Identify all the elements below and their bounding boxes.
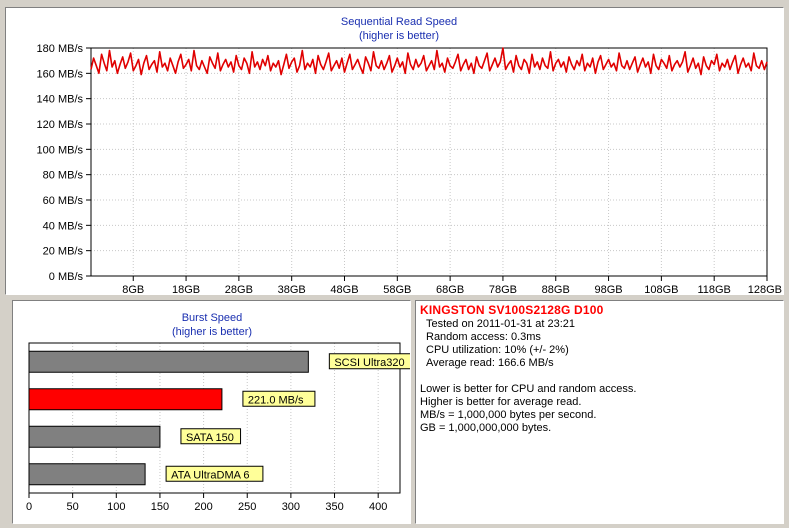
test-results: Tested on 2011-01-31 at 23:21 Random acc… (426, 318, 575, 370)
sequential-read-chart: Sequential Read Speed (higher is better)… (37, 16, 782, 294)
burst-x-tick-label: 0 (26, 501, 32, 513)
burst-bar-label: ATA UltraDMA 6 (171, 469, 249, 481)
seq-y-tick-label: 160 MB/s (37, 68, 84, 80)
note-gb: GB = 1,000,000,000 bytes. (420, 422, 552, 434)
burst-x-tick-label: 350 (325, 501, 343, 513)
burst-chart-subtitle: (higher is better) (172, 326, 252, 338)
note-mbs: MB/s = 1,000,000 bytes per second. (420, 409, 597, 421)
seq-y-tick-label: 180 MB/s (37, 43, 84, 55)
seq-x-tick-label: 48GB (330, 284, 358, 294)
burst-bar-label: 221.0 MB/s (248, 394, 304, 406)
burst-speed-panel: Burst Speed (higher is better) SCSI Ultr… (12, 300, 411, 524)
burst-bar-label-box (180, 428, 242, 445)
burst-bar (28, 425, 161, 448)
seq-y-tick-label: 0 MB/s (49, 271, 84, 283)
seq-x-tick-label: 28GB (225, 284, 253, 294)
seq-x-tick-label: 18GB (172, 284, 200, 294)
burst-bar-label: SCSI Ultra320 (334, 357, 404, 369)
seq-x-tick-label: 88GB (542, 284, 570, 294)
seq-chart-subtitle: (higher is better) (359, 30, 439, 42)
burst-x-tick-label: 200 (194, 501, 212, 513)
note-average: Higher is better for average read. (420, 396, 582, 408)
average-read-text: Average read: 166.6 MB/s (426, 357, 554, 369)
seq-x-tick-label: 98GB (594, 284, 622, 294)
burst-bar-label-box (242, 390, 316, 407)
device-info-panel: KINGSTON SV100S2128G D100 Tested on 2011… (415, 300, 784, 524)
seq-y-tick-label: 100 MB/s (37, 144, 84, 156)
seq-x-tick-label: 8GB (122, 284, 144, 294)
burst-bar-label: SATA 150 (186, 432, 234, 444)
note-cpu: Lower is better for CPU and random acces… (420, 383, 637, 395)
legend-notes: Lower is better for CPU and random acces… (420, 383, 636, 435)
burst-x-tick-label: 400 (369, 501, 387, 513)
seq-y-tick-label: 60 MB/s (43, 195, 84, 207)
burst-bar-label-box (328, 353, 410, 370)
burst-x-tick-label: 300 (282, 501, 300, 513)
seq-y-tick-label: 40 MB/s (43, 220, 84, 232)
burst-plot-frame (28, 342, 401, 494)
sequential-read-series-line (90, 47, 768, 76)
burst-x-tick-label: 150 (151, 501, 169, 513)
seq-x-tick-label: 58GB (383, 284, 411, 294)
seq-y-tick-label: 80 MB/s (43, 170, 84, 182)
seq-plot-area (91, 48, 767, 276)
cpu-utilization-text: CPU utilization: 10% (+/- 2%) (426, 344, 569, 356)
tested-on-text: Tested on 2011-01-31 at 23:21 (426, 318, 576, 330)
seq-x-tick-label: 128GB (748, 284, 782, 294)
burst-bar (28, 463, 146, 486)
burst-x-tick-label: 250 (238, 501, 256, 513)
device-name: KINGSTON SV100S2128G D100 (420, 303, 604, 317)
random-access-text: Random access: 0.3ms (426, 331, 541, 343)
seq-plot-frame (90, 47, 768, 277)
burst-chart-title: Burst Speed (182, 312, 243, 324)
seq-x-tick-label: 38GB (278, 284, 306, 294)
seq-x-tick-label: 108GB (644, 284, 678, 294)
burst-x-tick-label: 50 (67, 501, 79, 513)
sequential-read-panel: Sequential Read Speed (higher is better)… (5, 7, 784, 295)
seq-x-tick-label: 68GB (436, 284, 464, 294)
seq-chart-title: Sequential Read Speed (341, 16, 457, 28)
burst-speed-chart: Burst Speed (higher is better) SCSI Ultr… (26, 312, 410, 513)
burst-bar (28, 388, 223, 411)
burst-bar-label-box (165, 465, 264, 482)
burst-bar (28, 350, 309, 373)
seq-y-tick-label: 140 MB/s (37, 94, 84, 106)
seq-x-tick-label: 118GB (697, 284, 730, 294)
seq-x-tick-label: 78GB (489, 284, 517, 294)
seq-y-tick-label: 120 MB/s (37, 119, 84, 131)
seq-y-tick-label: 20 MB/s (43, 246, 84, 258)
burst-x-tick-label: 100 (107, 501, 125, 513)
